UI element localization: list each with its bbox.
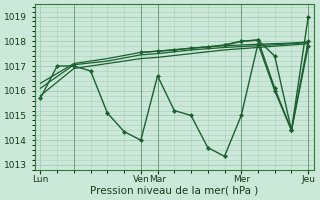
X-axis label: Pression niveau de la mer( hPa ): Pression niveau de la mer( hPa ) xyxy=(90,186,259,196)
